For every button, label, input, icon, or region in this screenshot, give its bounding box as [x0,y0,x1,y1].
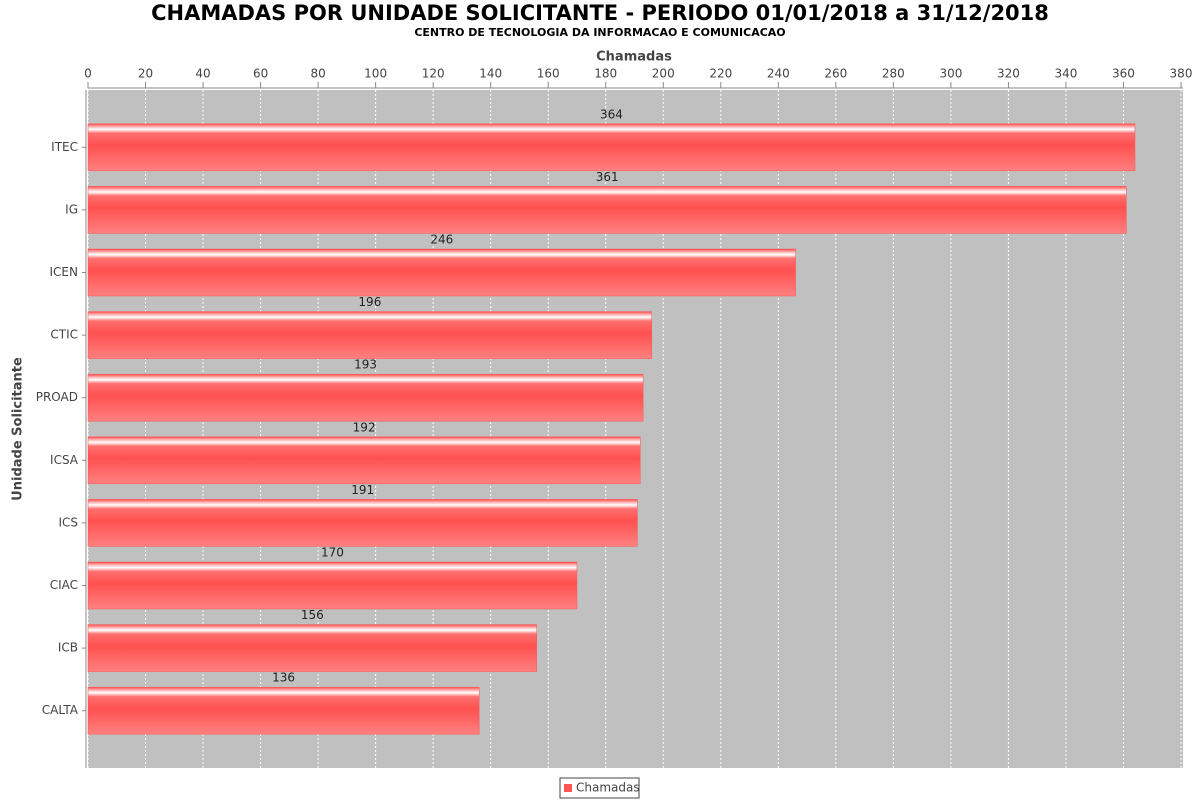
value-label: 156 [301,608,324,622]
y-tick-label: PROAD [36,390,78,404]
x-tick-label: 120 [422,67,445,81]
x-tick-label: 200 [652,67,675,81]
chart-subtitle: CENTRO DE TECNOLOGIA DA INFORMACAO E COM… [414,26,785,39]
value-label: 246 [430,233,453,247]
bar [87,248,796,297]
value-label: 196 [358,295,381,309]
bar [87,624,537,672]
x-tick-label: 340 [1054,67,1077,81]
y-axis-label: Unidade Solicitante [11,357,26,501]
value-label: 170 [321,546,344,560]
bar [87,186,1127,234]
value-label: 192 [353,420,376,434]
x-tick-label: 100 [364,67,387,81]
y-tick-label: IG [65,202,78,216]
x-tick-label: 320 [997,67,1020,81]
x-tick-label: 20 [138,67,153,81]
bar [87,686,480,735]
y-tick-label: ICB [58,641,78,655]
y-tick-label: ITEC [51,140,78,154]
x-tick-label: 160 [537,67,560,81]
plot-layer [87,90,1182,768]
y-tick-label: CALTA [42,703,79,717]
y-tick-label: CTIC [50,328,78,342]
x-tick-label: 0 [84,67,92,81]
bar [87,436,641,485]
x-tick-label: 40 [195,67,210,81]
x-tick-label: 300 [939,67,962,81]
value-label: 364 [600,107,623,121]
bar [87,373,644,422]
x-tick-label: 360 [1112,67,1135,81]
legend-label: Chamadas [576,781,640,795]
value-label: 361 [596,170,619,184]
legend-swatch [564,784,572,792]
x-tick-label: 180 [594,67,617,81]
legend [559,777,640,799]
chart-title: CHAMADAS POR UNIDADE SOLICITANTE - PERIO… [151,1,1049,25]
x-tick-label: 260 [824,67,847,81]
y-tick-label: ICS [58,515,78,529]
value-label: 193 [354,358,377,372]
y-tick-label: CIAC [50,578,78,592]
x-tick-label: 140 [479,67,502,81]
x-tick-label: 240 [767,67,790,81]
bar [87,561,578,610]
x-tick-label: 60 [253,67,268,81]
x-tick-label: 220 [709,67,732,81]
x-tick-label: 80 [310,67,325,81]
value-label: 136 [272,671,295,685]
bar [87,311,653,359]
y-tick-label: ICEN [50,265,78,279]
y-tick-label: ICSA [50,453,79,467]
bar [87,499,638,547]
value-label: 191 [351,483,374,497]
x-axis-label: Chamadas [596,50,672,65]
x-tick-label: 280 [882,67,905,81]
x-tick-label: 380 [1170,67,1193,81]
bar [87,123,1136,172]
